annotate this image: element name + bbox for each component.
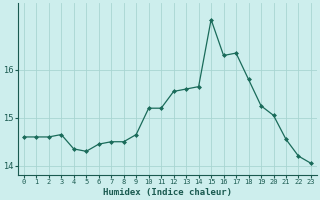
X-axis label: Humidex (Indice chaleur): Humidex (Indice chaleur)	[103, 188, 232, 197]
